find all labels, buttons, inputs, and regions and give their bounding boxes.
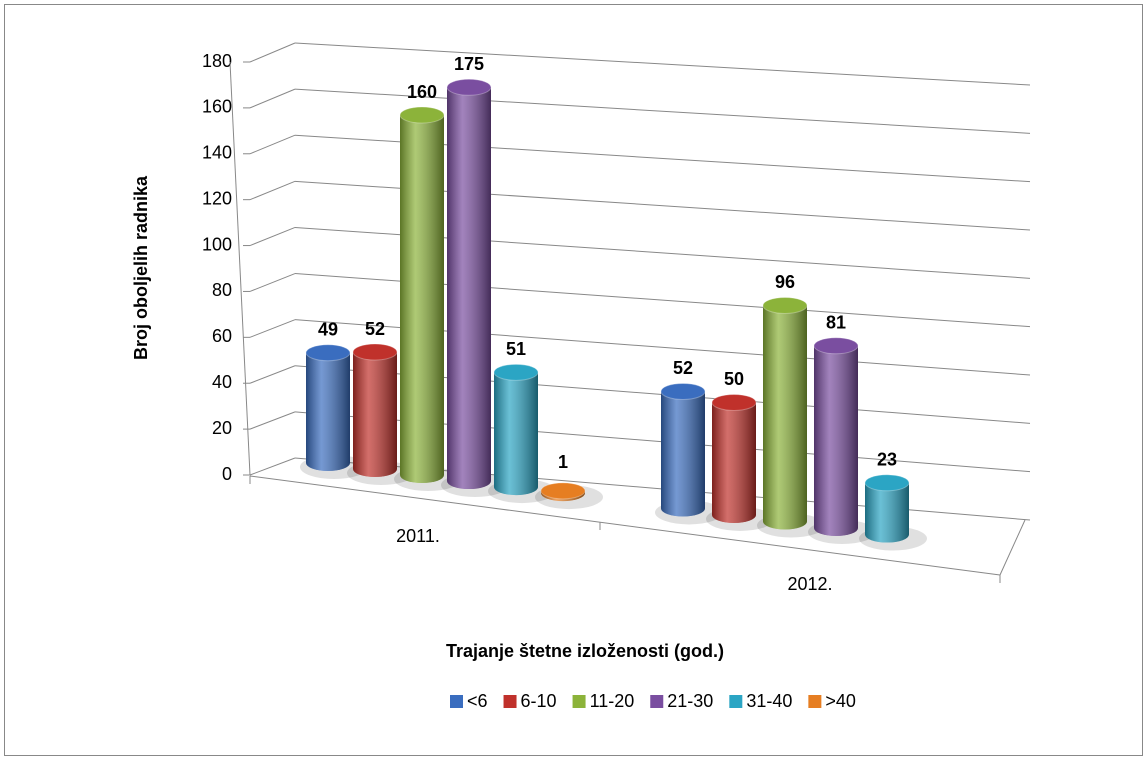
bar-top (762, 296, 808, 314)
bar-top (864, 474, 910, 492)
bar-shade (494, 372, 538, 496)
legend-label: 11-20 (590, 691, 635, 711)
grid-line (249, 273, 296, 292)
bar-top (540, 482, 586, 500)
x-tick-label: 2011. (396, 526, 440, 546)
y-tick-label: 180 (202, 51, 232, 71)
grid-line (249, 180, 296, 201)
data-label: 160 (407, 82, 437, 102)
data-label: 51 (506, 339, 526, 359)
bar (493, 363, 539, 496)
bar-shade (353, 352, 397, 478)
bar (813, 337, 859, 537)
bar-top (446, 78, 492, 96)
y-axis-label: Broj oboljelih radnika (131, 175, 151, 360)
legend-label: 6-10 (521, 691, 557, 711)
data-label: 96 (775, 272, 795, 292)
bar-top (352, 343, 398, 361)
legend-swatch (650, 695, 664, 708)
bar (540, 482, 586, 502)
y-tick-label: 160 (202, 97, 232, 117)
bar-top (813, 337, 859, 355)
grid-line (294, 88, 1031, 134)
bar (399, 106, 445, 484)
data-label: 49 (318, 320, 338, 340)
bar-shade (400, 115, 444, 484)
data-label: 50 (724, 369, 744, 389)
bar-shade (712, 402, 756, 523)
x-axis-label: Trajanje štetne izloženosti (god.) (446, 641, 724, 661)
bar (864, 474, 910, 543)
bar-shade (814, 345, 858, 537)
data-label: 23 (877, 450, 897, 470)
floor-edge (249, 475, 1001, 576)
bar-top (660, 382, 706, 400)
data-label: 81 (826, 313, 846, 333)
bar (305, 344, 351, 471)
legend-swatch (503, 695, 517, 708)
legend-swatch (450, 695, 463, 708)
grid-line (249, 88, 296, 109)
legend-label: 21-30 (667, 691, 713, 711)
y-tick-label: 0 (222, 464, 232, 484)
y-tick-label: 100 (202, 234, 232, 254)
legend-label: <6 (467, 691, 488, 711)
bar-top (711, 393, 757, 411)
grid-line (249, 457, 296, 476)
legend-label: 31-40 (746, 691, 792, 711)
bar (660, 382, 706, 517)
y-tick-label: 60 (212, 326, 232, 346)
data-label: 1 (558, 452, 568, 472)
legend-label: >40 (825, 691, 856, 711)
bar-shade (447, 87, 491, 490)
bar (446, 78, 492, 490)
y-axis (229, 61, 251, 476)
grid-line (249, 319, 296, 338)
bar-top (399, 106, 445, 124)
bar (711, 393, 757, 523)
x-tick-label: 2012. (787, 574, 832, 594)
grid-line (249, 226, 296, 247)
data-label: 52 (673, 358, 693, 378)
bar-top (493, 363, 539, 381)
bar (762, 296, 808, 530)
grid-line (249, 365, 296, 384)
bar-shade (661, 391, 705, 517)
grid-line (249, 411, 296, 430)
bar-shade (306, 352, 350, 471)
floor-edge (999, 519, 1026, 576)
y-tick-label: 20 (212, 418, 232, 438)
data-label: 52 (365, 319, 385, 339)
bar (352, 343, 398, 478)
chart-frame (4, 4, 1143, 756)
bar-shade (865, 482, 909, 543)
bar-top (305, 344, 351, 362)
y-tick-label: 120 (202, 188, 232, 208)
grid-line (249, 42, 296, 63)
grid-line (249, 134, 296, 155)
y-tick-label: 80 (212, 280, 232, 300)
y-tick-label: 40 (212, 372, 232, 392)
legend-swatch (808, 695, 822, 708)
legend-swatch (572, 695, 586, 708)
legend-swatch (729, 695, 743, 708)
grid-line (294, 42, 1031, 86)
bar-shade (763, 305, 807, 530)
y-tick-label: 140 (202, 143, 232, 163)
data-label: 175 (454, 54, 484, 74)
